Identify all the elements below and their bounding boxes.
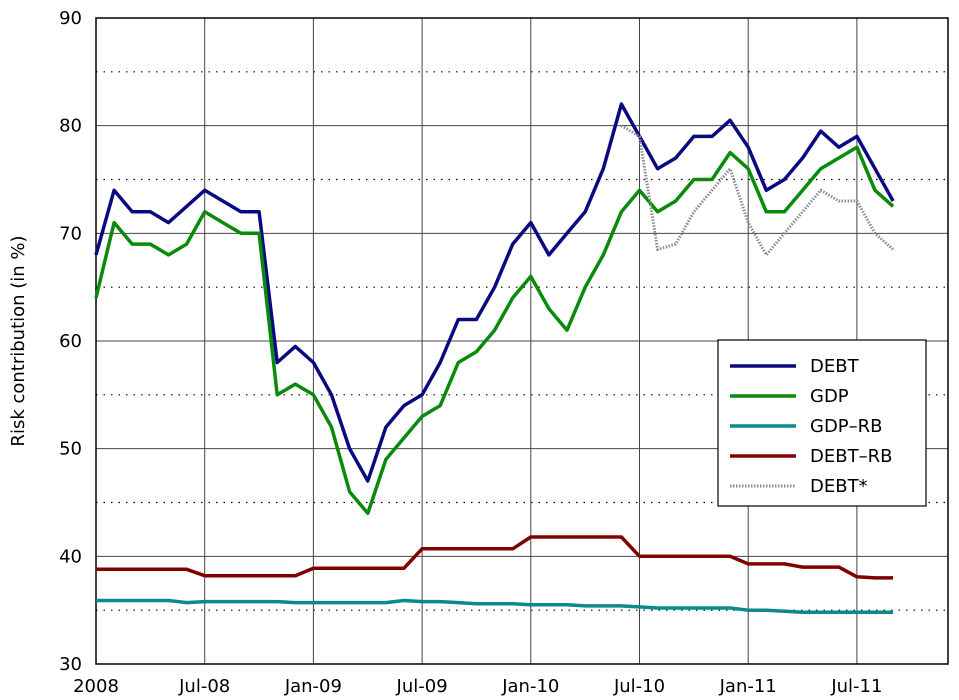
legend: DEBT GDP GDP–RB DEBT–RB DEBT* [717,339,927,507]
legend-label: DEBT–RB [810,446,892,467]
x-tick-label: 2008 [73,676,119,696]
series-line [94,102,895,483]
x-tick-label: Jul-08 [178,676,230,696]
series-line [96,598,894,615]
legend-label: DEBT* [810,476,868,497]
y-tick-label: 60 [59,331,82,352]
y-tick-label: 70 [59,223,82,244]
series-line [94,145,895,516]
y-tick-label: 50 [59,439,82,460]
series-line [96,535,894,580]
plot-frame [95,17,949,665]
y-tick-label: 30 [59,654,82,675]
x-tick-label: Jan-10 [501,676,559,696]
x-tick-label: Jul-09 [396,676,448,696]
x-tick-label: Jan-11 [719,676,777,696]
legend-label: GDP [810,386,849,407]
legend-label: DEBT [810,356,860,377]
y-tick-label: 90 [59,8,82,29]
y-tick-label: 40 [59,546,82,567]
x-tick-label: Jan-09 [284,676,342,696]
x-tick-label: Jul-11 [830,676,882,696]
legend-label: GDP–RB [810,416,883,437]
y-axis-label: Risk contribution (in %) [8,235,29,446]
y-tick-label: 80 [59,116,82,137]
series-line [620,124,895,257]
x-tick-label: Jul-10 [613,676,665,696]
